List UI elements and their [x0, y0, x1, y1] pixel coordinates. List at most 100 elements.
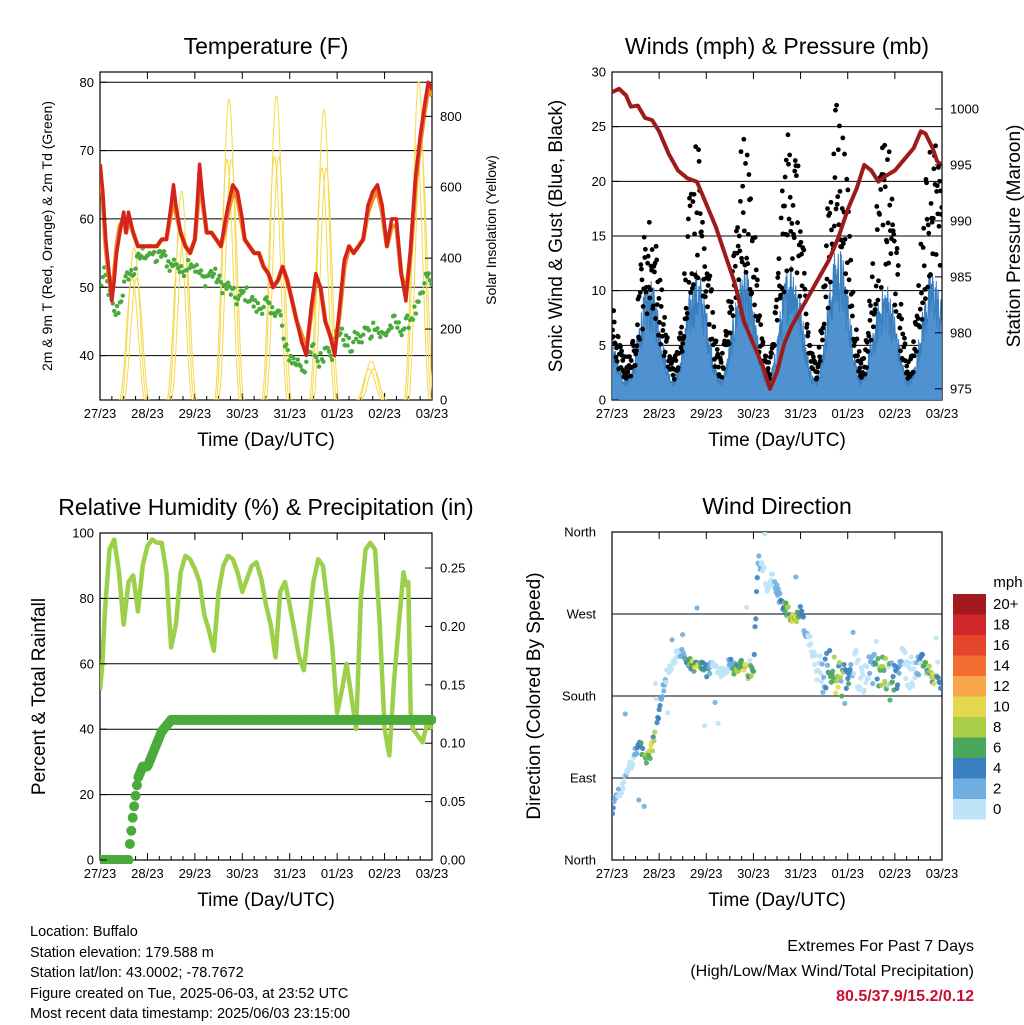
extremes-subtitle: (High/Low/Max Wind/Total Precipitation)	[690, 963, 974, 980]
dewpoint-point	[308, 350, 313, 355]
direction-point	[922, 659, 929, 666]
dewpoint-point	[133, 266, 138, 271]
direction-point	[707, 670, 713, 677]
gust-point	[924, 180, 929, 186]
gust-point	[650, 303, 656, 309]
gust-point	[831, 151, 837, 157]
gust-point	[711, 324, 717, 330]
x-tick-label: 28/23	[131, 406, 164, 421]
direction-point	[831, 654, 837, 660]
x-tick-label: 28/23	[131, 866, 164, 881]
station-info: Location: Buffalo Station elevation: 179…	[30, 922, 350, 1025]
gust-point	[938, 188, 942, 194]
y-tick-label: 10	[592, 283, 606, 298]
gust-point	[727, 310, 733, 316]
direction-point	[743, 661, 749, 667]
dewpoint-point	[302, 370, 308, 375]
dewpoint-point	[194, 262, 199, 268]
dewpoint-point	[311, 342, 316, 347]
direction-point	[837, 674, 843, 680]
gust-point	[798, 239, 804, 245]
precip-point	[131, 780, 142, 791]
dewpoint-point	[211, 271, 217, 276]
gust-point	[893, 291, 898, 297]
gust-point	[926, 230, 932, 236]
gust-point	[833, 107, 838, 113]
dewpoint-point	[167, 268, 172, 274]
gust-point	[803, 311, 809, 317]
recent-text: Most recent data timestamp: 2025/06/03 2…	[30, 1006, 351, 1022]
direction-point	[653, 696, 659, 702]
direction-point	[652, 680, 659, 687]
direction-point	[762, 532, 768, 537]
gust-point	[743, 161, 748, 166]
gust-point	[891, 238, 897, 244]
direction-point	[657, 702, 663, 709]
direction-point	[640, 745, 646, 752]
gust-point	[822, 283, 828, 289]
direction-point	[712, 699, 718, 706]
gust-point	[910, 369, 916, 375]
x-tick-label: 03/23	[926, 406, 959, 421]
direction-point	[649, 748, 656, 754]
dewpoint-point	[267, 300, 272, 306]
y2-tick-label: 800	[440, 109, 462, 124]
dewpoint-point	[278, 313, 283, 318]
gust-point	[657, 320, 662, 325]
gust-point	[705, 304, 711, 310]
dewpoint-point	[378, 334, 383, 340]
x-tick-label: 02/23	[879, 866, 912, 881]
dewpoint-point	[353, 336, 359, 341]
direction-point	[935, 675, 941, 681]
gust-point	[775, 275, 781, 280]
gust-point	[774, 317, 780, 323]
y2-tick-label: 975	[950, 381, 972, 396]
direction-point	[753, 588, 760, 595]
gust-point	[788, 228, 794, 234]
x-tick-label: 03/23	[416, 866, 449, 881]
dewpoint-point	[284, 342, 289, 347]
x-tick-label: 31/23	[784, 866, 817, 881]
dewpoint-point	[126, 277, 131, 282]
dewpoint-point	[416, 299, 421, 304]
dewpoint-point	[396, 320, 401, 325]
gust-point	[797, 229, 803, 235]
dewpoint-point	[402, 326, 407, 331]
gust-point	[748, 196, 753, 202]
direction-point	[618, 790, 625, 796]
panel-humidity: 27/23 28/23 29/23 30/23 31/23 01/23 02/23 03/23…	[29, 494, 474, 911]
direction-point	[701, 723, 708, 729]
direction-point	[621, 779, 627, 785]
gust-point	[864, 365, 869, 370]
extremes-box: Extremes For Past 7 Days (High/Low/Max W…	[690, 934, 974, 1009]
gust-point	[758, 322, 764, 328]
gust-point	[679, 324, 684, 330]
y-tick-label: 5	[599, 338, 606, 353]
direction-point	[647, 755, 653, 762]
gust-point	[837, 188, 843, 194]
gust-point	[810, 354, 816, 360]
direction-point	[650, 734, 656, 740]
gust-point	[919, 290, 924, 296]
gust-point	[840, 135, 846, 141]
extremes-title: Extremes For Past 7 Days	[787, 938, 974, 955]
gust-point	[873, 301, 879, 307]
dewpoint-point	[228, 292, 234, 297]
gust-point	[767, 372, 773, 377]
gust-point	[679, 349, 685, 354]
gust-point	[691, 191, 697, 197]
dewpoint-point	[171, 257, 177, 262]
gust-point	[930, 216, 936, 221]
gust-point	[637, 336, 643, 342]
dewpoint-point	[389, 325, 394, 330]
legend-label: 16	[993, 637, 1010, 654]
gust-point	[923, 296, 928, 302]
legend-label: 2	[993, 781, 1001, 798]
legend-swatch	[953, 696, 986, 717]
y2-tick-label: 600	[440, 180, 462, 195]
direction-point	[754, 575, 760, 581]
dewpoint-point	[260, 311, 265, 316]
gust-point	[696, 158, 702, 164]
x-axis-label: Time (Day/UTC)	[197, 430, 335, 451]
y-axis-label: Direction (Colored By Speed)	[524, 572, 545, 819]
